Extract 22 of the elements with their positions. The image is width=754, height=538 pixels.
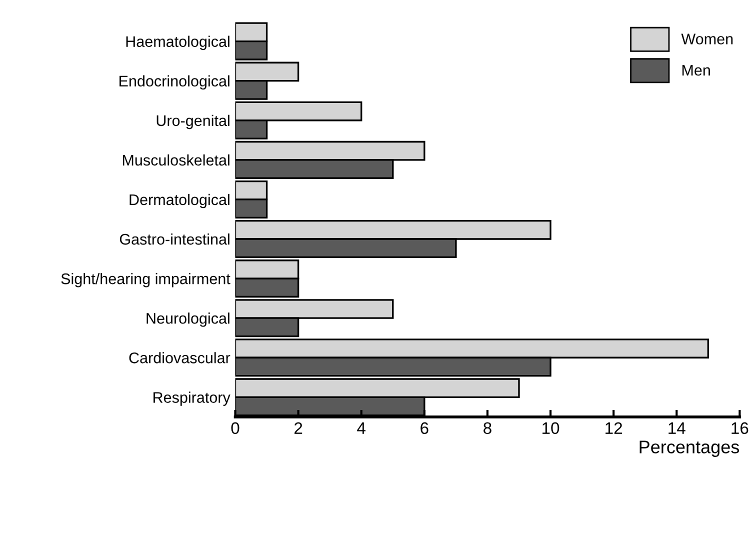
y-tick-label: Cardiovascular (129, 352, 230, 364)
x-tick-label: 16 (732, 422, 748, 434)
y-tick-label: Sight/hearing impairment (61, 273, 230, 288)
y-tick-label: Endocrinological (120, 75, 230, 90)
y-tick-label: Respiratory (154, 392, 230, 406)
legend-label: Women (681, 34, 733, 44)
x-tick-label: 8 (484, 422, 492, 434)
x-tick-label: 6 (420, 422, 428, 434)
y-tick-label: Gastro-intestinal (120, 233, 230, 245)
x-tick-label: 0 (231, 422, 240, 434)
legend-label: Men (682, 65, 710, 76)
x-tick-label: 10 (542, 422, 560, 434)
y-tick-label: Dermatological (130, 194, 230, 208)
x-tick-label: 2 (294, 422, 302, 434)
x-tick-label: 14 (668, 422, 686, 434)
y-tick-label: Uro-genital (156, 114, 230, 130)
x-tick-label: 12 (606, 422, 622, 434)
x-tick-label: 4 (357, 422, 366, 434)
y-tick-label: Musculoskeletal (122, 154, 230, 166)
x-axis-title: Percentages (640, 440, 740, 457)
y-tick-label: Haematological (126, 36, 230, 50)
y-tick-label: Neurological (146, 312, 230, 327)
